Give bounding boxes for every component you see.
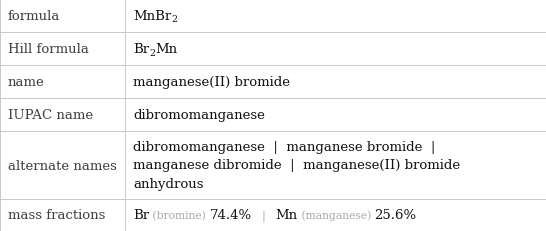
- Text: 25.6%: 25.6%: [374, 209, 417, 222]
- Text: 2: 2: [149, 48, 155, 57]
- Text: Br: Br: [133, 209, 149, 222]
- Text: mass fractions: mass fractions: [8, 209, 105, 222]
- Text: Hill formula: Hill formula: [8, 43, 89, 56]
- Text: IUPAC name: IUPAC name: [8, 109, 93, 122]
- Text: (bromine): (bromine): [149, 210, 209, 220]
- Text: Br: Br: [133, 43, 149, 56]
- Text: Mn: Mn: [155, 43, 177, 56]
- Text: |: |: [252, 209, 275, 221]
- Text: dibromomanganese  |  manganese bromide  |: dibromomanganese | manganese bromide |: [133, 140, 435, 153]
- Text: 74.4%: 74.4%: [209, 209, 252, 222]
- Text: MnBr: MnBr: [133, 10, 171, 23]
- Text: anhydrous: anhydrous: [133, 178, 204, 191]
- Text: manganese(II) bromide: manganese(II) bromide: [133, 76, 290, 89]
- Text: dibromomanganese: dibromomanganese: [133, 109, 265, 122]
- Text: name: name: [8, 76, 45, 89]
- Text: alternate names: alternate names: [8, 159, 117, 172]
- Text: 2: 2: [171, 15, 177, 24]
- Text: (manganese): (manganese): [298, 210, 374, 220]
- Text: Mn: Mn: [275, 209, 298, 222]
- Text: formula: formula: [8, 10, 61, 23]
- Text: manganese dibromide  |  manganese(II) bromide: manganese dibromide | manganese(II) brom…: [133, 159, 460, 172]
